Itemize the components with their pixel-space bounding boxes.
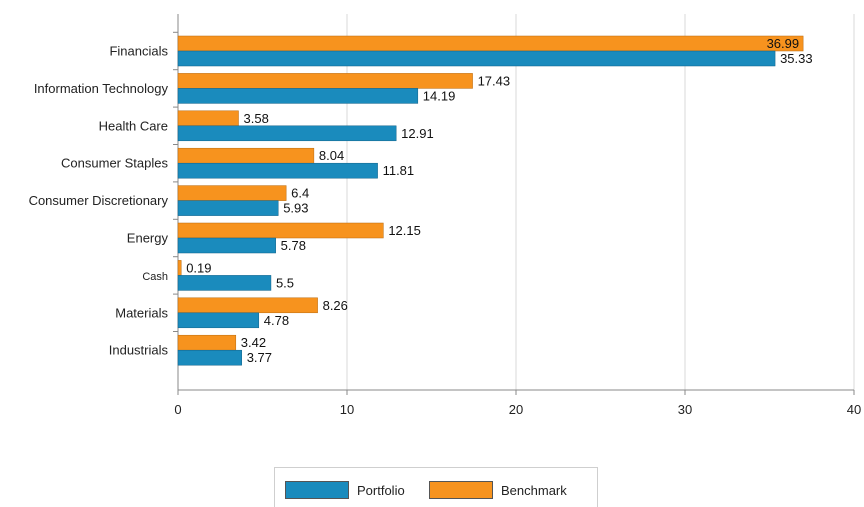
category-label: Consumer Staples [61, 156, 168, 171]
legend-item-portfolio: Portfolio [285, 481, 405, 499]
category-label: Energy [127, 231, 169, 246]
bar-benchmark [177, 73, 473, 89]
data-label-benchmark: 3.42 [241, 335, 266, 350]
data-label-benchmark: 0.19 [186, 260, 211, 275]
legend-swatch-portfolio [285, 481, 349, 499]
data-label-portfolio: 3.77 [247, 350, 272, 365]
x-tick-label: 30 [678, 402, 692, 417]
bar-portfolio [177, 237, 276, 254]
category-label: Health Care [99, 118, 168, 133]
x-tick-label: 20 [509, 402, 523, 417]
data-label-portfolio: 35.33 [780, 51, 813, 66]
data-label-portfolio: 11.81 [383, 163, 415, 178]
x-tick-label: 0 [174, 402, 181, 417]
legend-item-benchmark: Benchmark [429, 481, 567, 499]
data-label-benchmark: 6.4 [291, 186, 309, 201]
bar-benchmark [177, 35, 804, 52]
data-label-benchmark: 8.04 [319, 148, 344, 163]
category-label: Consumer Discretionary [29, 193, 169, 208]
legend-label-portfolio: Portfolio [357, 482, 405, 498]
data-label-benchmark: 8.26 [323, 298, 348, 313]
data-label-benchmark: 36.99 [767, 36, 800, 51]
bar-benchmark [177, 334, 237, 351]
bar-benchmark [177, 222, 384, 239]
legend-swatch-benchmark [429, 481, 493, 499]
bar-portfolio [177, 125, 397, 142]
data-label-portfolio: 5.5 [276, 275, 294, 290]
legend: Portfolio Benchmark [274, 467, 598, 507]
bar-portfolio [177, 275, 272, 291]
category-label: Information Technology [34, 81, 169, 96]
x-tick-label: 40 [847, 402, 861, 417]
bar-portfolio [177, 50, 776, 67]
category-label: Materials [115, 305, 168, 320]
data-label-portfolio: 12.91 [401, 126, 434, 141]
bar-portfolio [177, 200, 279, 216]
data-label-benchmark: 3.58 [244, 111, 269, 126]
legend-label-benchmark: Benchmark [501, 482, 567, 498]
category-label: Financials [109, 44, 168, 59]
bar-benchmark [177, 147, 315, 164]
category-label: Industrials [109, 343, 169, 358]
bar-portfolio [177, 349, 242, 366]
data-label-benchmark: 17.43 [478, 73, 511, 88]
data-label-portfolio: 4.78 [264, 313, 289, 328]
data-label-benchmark: 12.15 [388, 223, 421, 238]
bar-portfolio [177, 312, 260, 329]
bar-benchmark [177, 185, 287, 201]
data-label-portfolio: 5.78 [281, 238, 306, 253]
bar-benchmark [177, 110, 239, 127]
bar-benchmark [177, 260, 182, 276]
bar-benchmark [177, 297, 318, 314]
bar-portfolio [177, 88, 419, 104]
bar-portfolio [177, 162, 378, 179]
data-label-portfolio: 5.93 [283, 201, 308, 216]
category-label: Cash [142, 271, 168, 283]
data-label-portfolio: 14.19 [423, 88, 456, 103]
x-tick-label: 10 [340, 402, 354, 417]
